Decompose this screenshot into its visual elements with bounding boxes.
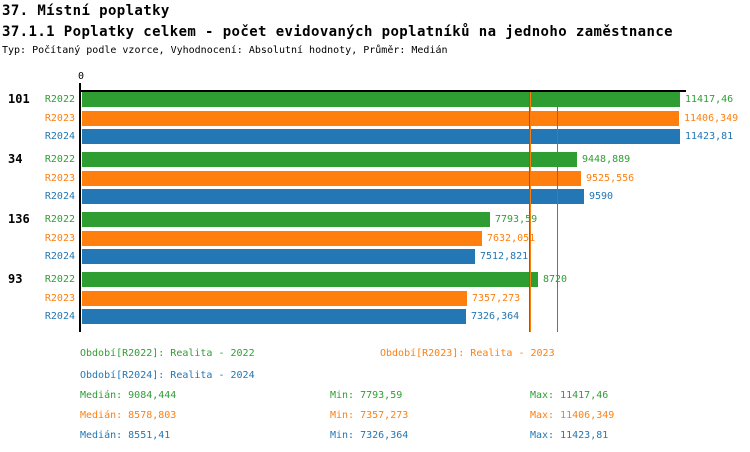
stat-median-r2023: Medián: 8578,803 bbox=[80, 410, 177, 421]
bar-chart: 0 101 R2022 11417,46 R2023 11406,349 R2024 114… bbox=[8, 71, 739, 332]
group-label: 136 bbox=[8, 212, 30, 226]
bar-value-label: 9590 bbox=[589, 191, 614, 202]
legend-item-r2023: Období[R2023]: Realita - 2023 bbox=[380, 348, 555, 359]
bar-r2023 bbox=[82, 110, 679, 126]
bar-r2022 bbox=[82, 272, 538, 287]
bar-value-label: 7357,273 bbox=[472, 292, 521, 304]
stat-median-r2022: Medián: 9084,444 bbox=[80, 390, 177, 401]
bar-value-label: 7793,59 bbox=[495, 214, 538, 225]
bar-r2023 bbox=[82, 230, 482, 246]
series-row-label-r2023: R2023 bbox=[44, 172, 75, 184]
chart-meta: Typ: Počítaný podle vzorce, Vyhodnocení:… bbox=[2, 45, 448, 56]
series-row-label-r2024: R2024 bbox=[44, 311, 75, 322]
bar-value-label: 11406,349 bbox=[684, 112, 739, 124]
series-row-label-r2023: R2023 bbox=[44, 292, 75, 304]
group-label: 101 bbox=[8, 92, 30, 106]
page-subtitle: 37.1.1 Poplatky celkem - počet evidovaný… bbox=[2, 24, 673, 40]
series-row-label-r2023: R2023 bbox=[44, 112, 75, 124]
x-axis-tick-label: 0 bbox=[77, 71, 85, 82]
bar-r2023 bbox=[82, 170, 581, 186]
stat-max-r2023: Max: 11406,349 bbox=[530, 410, 615, 421]
bar-value-label: 9525,556 bbox=[586, 172, 635, 184]
bar-r2022 bbox=[82, 92, 680, 107]
stat-max-r2024: Max: 11423,81 bbox=[530, 430, 609, 441]
series-row-label-r2023: R2023 bbox=[44, 232, 75, 244]
series-row-label-r2024: R2024 bbox=[44, 251, 75, 262]
legend-item-r2022: Období[R2022]: Realita - 2022 bbox=[80, 348, 255, 359]
median-line-r2023 bbox=[530, 92, 531, 332]
stat-max-r2022: Max: 11417,46 bbox=[530, 390, 609, 401]
series-row-label-r2022: R2022 bbox=[44, 94, 75, 105]
median-line-r2022 bbox=[557, 92, 558, 332]
bar-value-label: 8720 bbox=[543, 274, 568, 285]
stat-median-r2024: Medián: 8551,41 bbox=[80, 430, 171, 441]
group-label: 93 bbox=[8, 272, 23, 286]
y-axis-line bbox=[79, 83, 81, 332]
series-row-label-r2024: R2024 bbox=[44, 191, 75, 202]
bar-r2024 bbox=[82, 129, 680, 144]
bar-r2022 bbox=[82, 152, 577, 167]
stat-min-r2022: Min: 7793,59 bbox=[330, 390, 403, 401]
series-row-label-r2022: R2022 bbox=[44, 274, 75, 285]
bar-r2024 bbox=[82, 309, 466, 324]
bar-r2022 bbox=[82, 212, 490, 227]
series-row-label-r2024: R2024 bbox=[44, 131, 75, 142]
bar-r2024 bbox=[82, 189, 584, 204]
bar-value-label: 7512,821 bbox=[480, 251, 529, 262]
group-label: 34 bbox=[8, 152, 23, 166]
series-row-label-r2022: R2022 bbox=[44, 154, 75, 165]
bar-value-label: 9448,889 bbox=[582, 154, 631, 165]
bar-r2023 bbox=[82, 290, 467, 306]
bar-value-label: 7326,364 bbox=[471, 311, 520, 322]
stat-min-r2023: Min: 7357,273 bbox=[330, 410, 409, 421]
bar-value-label: 7632,051 bbox=[487, 232, 536, 244]
legend-item-r2024: Období[R2024]: Realita - 2024 bbox=[80, 370, 255, 381]
stat-min-r2024: Min: 7326,364 bbox=[330, 430, 409, 441]
median-line-r2024 bbox=[529, 92, 530, 332]
page-title: 37. Místní poplatky bbox=[2, 3, 170, 19]
series-row-label-r2022: R2022 bbox=[44, 214, 75, 225]
bar-value-label: 11417,46 bbox=[685, 94, 734, 105]
x-axis-line bbox=[80, 90, 686, 92]
bar-value-label: 11423,81 bbox=[685, 131, 734, 142]
bar-r2024 bbox=[82, 249, 475, 264]
